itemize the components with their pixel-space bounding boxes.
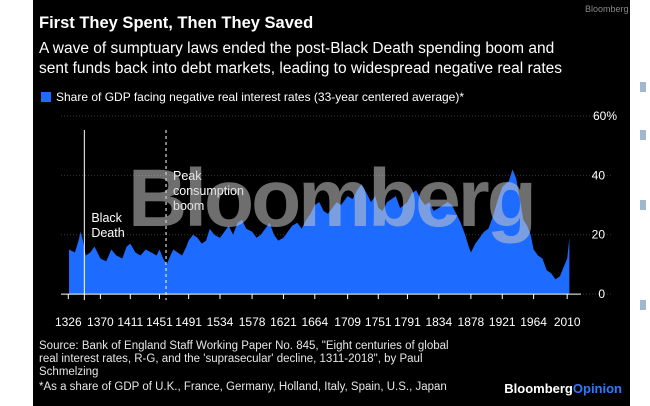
legend-label: Share of GDP facing negative real intere…	[56, 90, 464, 104]
x-tick-label: 1751	[365, 315, 392, 329]
y-tick-label: 20	[592, 228, 606, 242]
x-tick-label: 1834	[425, 315, 452, 329]
page-edge-decoration	[640, 0, 650, 406]
annotation-label: Peak	[173, 169, 202, 183]
y-tick-label: 40	[592, 168, 606, 182]
legend-swatch	[41, 92, 51, 102]
x-tick-label: 1964	[520, 315, 547, 329]
chart-legend: Share of GDP facing negative real intere…	[41, 90, 464, 104]
edge-mark	[640, 130, 646, 140]
brand-logo: BloombergOpinion	[504, 381, 622, 396]
x-tick-label: 1621	[270, 315, 297, 329]
footnote: *As a share of GDP of U.K., France, Germ…	[39, 381, 447, 393]
x-tick-label: 1921	[489, 315, 516, 329]
corner-label: Bloomberg	[585, 4, 629, 14]
annotation-label: consumption	[173, 184, 244, 198]
edge-mark	[640, 200, 646, 210]
chart-subtitle-line-2: sent funds back into debt markets, leadi…	[39, 60, 563, 77]
x-tick-label: 1709	[334, 315, 361, 329]
annotation-label: Black	[91, 211, 122, 225]
series-area	[69, 169, 570, 295]
x-tick-label: 1664	[301, 315, 328, 329]
chart-card: First They Spent, Then They Saved A wave…	[33, 0, 630, 406]
x-tick-label: 1578	[239, 315, 266, 329]
brand-accent: Opinion	[572, 381, 622, 396]
source-line-1: Source: Bank of England Staff Working Pa…	[39, 340, 449, 352]
source-line-3: Schmelzing	[39, 366, 99, 378]
annotation-label: boom	[173, 199, 204, 213]
source-line-2: real interest rates, R-G, and the 'supra…	[39, 353, 423, 365]
x-tick-label: 1411	[117, 315, 143, 329]
edge-mark	[640, 82, 646, 92]
chart-subtitle-line-1: A wave of sumptuary laws ended the post-…	[39, 40, 555, 57]
x-tick-label: 1491	[175, 315, 202, 329]
x-tick-label: 1534	[207, 315, 234, 329]
y-top-label: 60%	[593, 109, 617, 123]
chart-title: First They Spent, Then They Saved	[39, 14, 314, 32]
x-tick-label: 1370	[87, 315, 114, 329]
brand-main: Bloomberg	[504, 381, 573, 396]
x-tick-label: 2010	[554, 315, 581, 329]
edge-mark	[640, 300, 646, 310]
x-tick-label: 1326	[55, 315, 82, 329]
x-tick-label: 1451	[146, 315, 173, 329]
y-tick-label: 0	[598, 287, 605, 301]
x-tick-label: 1791	[394, 315, 421, 329]
annotation-label: Death	[91, 226, 124, 240]
x-tick-label: 1878	[458, 315, 485, 329]
